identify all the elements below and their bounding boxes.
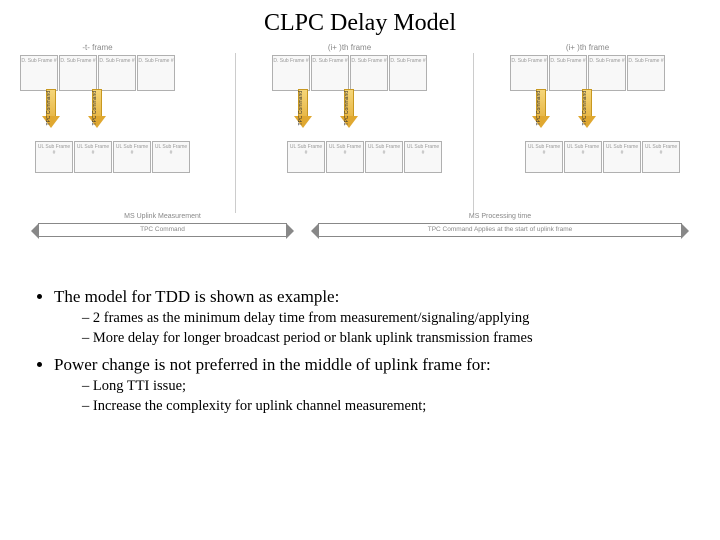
timeline-label: MS Uplink Measurement [30, 213, 295, 220]
tpc-label: TPC Command [345, 91, 350, 125]
frame-label: -t- frame [20, 43, 175, 53]
sub-bullet: Increase the complexity for uplink chann… [82, 397, 690, 417]
timeline-label: MS Processing time [310, 213, 690, 220]
tpc-arrow-icon: TPC Command [340, 89, 358, 129]
sub-bullet: 2 frames as the minimum delay time from … [82, 309, 690, 329]
dl-subframe: D. Sub Frame # [588, 55, 626, 91]
tpc-arrow-icon: TPC Command [532, 89, 550, 129]
tpc-label: TPC Command [537, 91, 542, 125]
ul-subframe: UL Sub Frame # [525, 141, 563, 173]
tpc-arrow-icon: TPC Command [578, 89, 596, 129]
tpc-label: TPC Command [583, 91, 588, 125]
sub-bullet-text: 2 frames as the minimum delay time from … [93, 310, 530, 326]
sub-bullet: Long TTI issue; [82, 377, 690, 397]
frame-group-ul: UL Sub Frame # UL Sub Frame # UL Sub Fra… [287, 141, 442, 173]
timeline-arrow-icon: TPC Command Applies at the start of upli… [318, 223, 682, 237]
bullet: The model for TDD is shown as example: 2… [54, 286, 690, 348]
frame-group-ul: UL Sub Frame # UL Sub Frame # UL Sub Fra… [35, 141, 190, 173]
bullet: Power change is not preferred in the mid… [54, 354, 690, 416]
dl-subframe: D. Sub Frame # [549, 55, 587, 91]
timeline-region: MS Uplink Measurement TPC Command MS Pro… [20, 223, 700, 263]
frame-label: (i+ )th frame [272, 43, 427, 53]
timeline-label: TPC Command [39, 226, 286, 233]
ul-subframe: UL Sub Frame # [642, 141, 680, 173]
dl-row: D. Sub Frame # D. Sub Frame # D. Sub Fra… [272, 55, 427, 91]
dl-subframe: D. Sub Frame # [137, 55, 175, 91]
bullet-text: The model for TDD is shown as example: [54, 287, 339, 306]
tpc-label: TPC Command [93, 91, 98, 125]
timeline-label: TPC Command Applies at the start of upli… [319, 226, 681, 233]
ul-row: UL Sub Frame # UL Sub Frame # UL Sub Fra… [287, 141, 442, 173]
dl-subframe: D. Sub Frame # [389, 55, 427, 91]
sub-bullet-text: More delay for longer broadcast period o… [93, 330, 533, 346]
divider [473, 53, 474, 213]
tpc-label: TPC Command [47, 91, 52, 125]
dl-row: D. Sub Frame # D. Sub Frame # D. Sub Fra… [20, 55, 175, 91]
body-text: The model for TDD is shown as example: 2… [0, 268, 720, 416]
dl-subframe: D. Sub Frame # [59, 55, 97, 91]
tpc-label: TPC Command [299, 91, 304, 125]
delay-model-diagram: -t- frame D. Sub Frame # D. Sub Frame # … [10, 43, 710, 268]
frame-group-ul: UL Sub Frame # UL Sub Frame # UL Sub Fra… [525, 141, 680, 173]
ul-subframe: UL Sub Frame # [152, 141, 190, 173]
dl-subframe: D. Sub Frame # [272, 55, 310, 91]
tpc-arrow-icon: TPC Command [88, 89, 106, 129]
dl-subframe: D. Sub Frame # [20, 55, 58, 91]
frame-group: (i+ )th frame D. Sub Frame # D. Sub Fram… [272, 43, 427, 91]
frame-group: (i+ )th frame D. Sub Frame # D. Sub Fram… [510, 43, 665, 91]
ul-subframe: UL Sub Frame # [564, 141, 602, 173]
ul-row: UL Sub Frame # UL Sub Frame # UL Sub Fra… [35, 141, 190, 173]
bullet-text: Power change is not preferred in the mid… [54, 355, 491, 374]
dl-subframe: D. Sub Frame # [350, 55, 388, 91]
sub-bullet: More delay for longer broadcast period o… [82, 329, 690, 349]
divider [235, 53, 236, 213]
dl-subframe: D. Sub Frame # [627, 55, 665, 91]
frame-label: (i+ )th frame [510, 43, 665, 53]
sub-bullet-text: Increase the complexity for uplink chann… [93, 398, 426, 414]
ul-subframe: UL Sub Frame # [113, 141, 151, 173]
ul-row: UL Sub Frame # UL Sub Frame # UL Sub Fra… [525, 141, 680, 173]
slide-title: CLPC Delay Model [0, 0, 720, 43]
ul-subframe: UL Sub Frame # [287, 141, 325, 173]
ul-subframe: UL Sub Frame # [365, 141, 403, 173]
ul-subframe: UL Sub Frame # [35, 141, 73, 173]
dl-subframe: D. Sub Frame # [510, 55, 548, 91]
tpc-arrow-icon: TPC Command [42, 89, 60, 129]
sub-bullet-text: Long TTI issue; [93, 378, 186, 394]
timeline-arrow-icon: TPC Command [38, 223, 287, 237]
ul-subframe: UL Sub Frame # [404, 141, 442, 173]
dl-subframe: D. Sub Frame # [98, 55, 136, 91]
ul-subframe: UL Sub Frame # [603, 141, 641, 173]
dl-row: D. Sub Frame # D. Sub Frame # D. Sub Fra… [510, 55, 665, 91]
tpc-arrow-icon: TPC Command [294, 89, 312, 129]
ul-subframe: UL Sub Frame # [74, 141, 112, 173]
dl-subframe: D. Sub Frame # [311, 55, 349, 91]
ul-subframe: UL Sub Frame # [326, 141, 364, 173]
frame-group: -t- frame D. Sub Frame # D. Sub Frame # … [20, 43, 175, 91]
